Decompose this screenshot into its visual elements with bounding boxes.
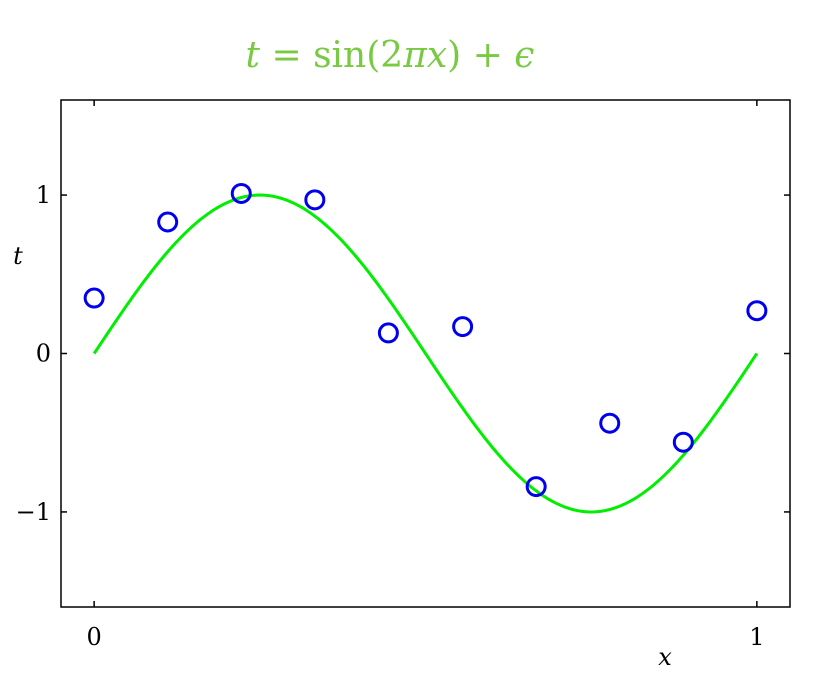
ticks-layer bbox=[61, 100, 790, 607]
y-tick-label: 1 bbox=[36, 181, 51, 209]
title-equals: = bbox=[260, 35, 313, 76]
data-point bbox=[452, 316, 474, 338]
x-axis-label: x bbox=[658, 643, 672, 671]
data-point bbox=[672, 431, 694, 453]
title-x: x bbox=[427, 35, 447, 76]
title-func: sin(2 bbox=[313, 35, 403, 76]
data-point bbox=[83, 287, 105, 309]
y-tick-label: 0 bbox=[36, 340, 51, 368]
data-point bbox=[599, 412, 621, 434]
chart-title: t = sin(2πx) + ϵ bbox=[246, 35, 535, 76]
sine-curve bbox=[92, 193, 759, 514]
y-axis-label: t bbox=[13, 242, 23, 270]
title-lhs: t bbox=[246, 35, 261, 76]
data-point bbox=[157, 211, 179, 233]
tick-labels-layer: 0 1 −1 0 1 bbox=[16, 181, 765, 651]
title-close: ) + bbox=[447, 35, 514, 76]
data-point bbox=[746, 300, 768, 322]
title-pi: π bbox=[402, 35, 428, 76]
y-tick-label: −1 bbox=[16, 498, 51, 526]
data-point bbox=[230, 182, 252, 204]
data-points bbox=[83, 182, 768, 498]
title-epsilon: ϵ bbox=[514, 35, 534, 76]
x-tick-label: 0 bbox=[86, 623, 101, 651]
data-point bbox=[377, 322, 399, 344]
data-point bbox=[304, 189, 326, 211]
x-tick-label: 1 bbox=[749, 623, 764, 651]
data-point bbox=[525, 476, 547, 498]
